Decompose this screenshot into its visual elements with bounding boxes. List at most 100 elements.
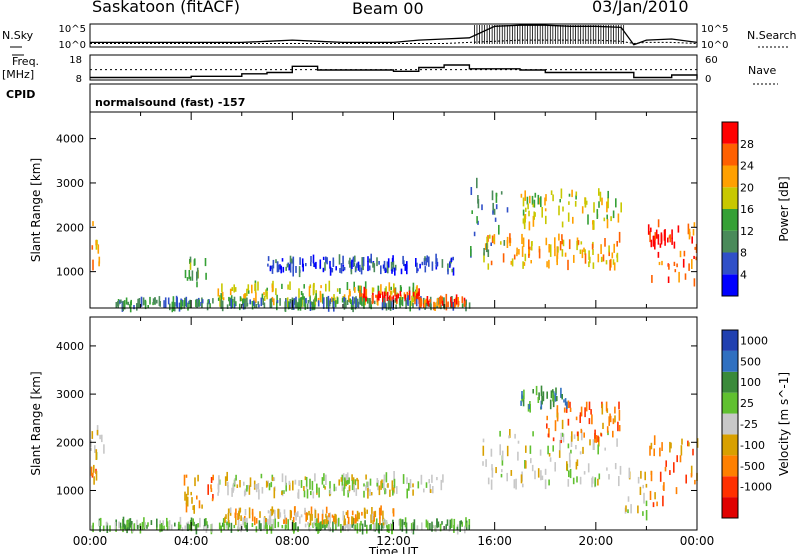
velocity-colorbar-cell xyxy=(722,371,738,393)
xtick-label: 20:00 xyxy=(579,534,614,548)
power-blob-0 xyxy=(91,221,101,271)
power-colorbar-tick: 20 xyxy=(740,181,754,194)
nave-tick-bottom: 0 xyxy=(705,74,711,85)
velocity-colorbar-cell xyxy=(722,350,738,372)
power-blob-10 xyxy=(649,219,698,287)
power-colorbar-cell xyxy=(722,187,738,209)
date-label: 03/Jan/2010 xyxy=(592,0,689,16)
power-blob-2 xyxy=(267,253,455,278)
freq-panel-frame xyxy=(89,54,698,81)
nave-label: Nave xyxy=(748,64,777,77)
nsky-label: N.Sky xyxy=(2,29,34,42)
xtick-label: 12:00 xyxy=(376,534,411,548)
power-panel-frame xyxy=(89,111,698,309)
power-blob-11 xyxy=(647,224,673,248)
velocity-colorbar-cell xyxy=(722,392,738,414)
nsky-tick-bottom: 10^0 xyxy=(59,40,86,51)
nave-tick-top: 60 xyxy=(705,55,718,66)
velocity-colorbar-tick: 1000 xyxy=(740,334,768,347)
nsky-series-1 xyxy=(90,39,698,45)
power-blob-8 xyxy=(520,188,622,231)
power-blob-5 xyxy=(115,295,471,313)
velocity-blob-1 xyxy=(90,464,98,485)
velocity-colorbar-tick: 100 xyxy=(740,376,761,389)
velocity-ytick-label: 2000 xyxy=(56,436,84,449)
velocity-colorbar-tick: -500 xyxy=(740,460,765,473)
power-colorbar-cell xyxy=(722,274,738,296)
power-ytick-label: 2000 xyxy=(56,221,84,234)
power-colorbar-tick: 16 xyxy=(740,203,754,216)
power-blob-1 xyxy=(184,256,207,288)
power-colorbar-cell xyxy=(722,165,738,188)
power-colorbar-cell xyxy=(722,230,738,253)
station-title: Saskatoon (fitACF) xyxy=(92,0,241,16)
nsky-series-0 xyxy=(90,24,698,46)
power-colorbar-tick: 12 xyxy=(740,225,754,238)
power-blob-7 xyxy=(483,231,621,271)
velocity-blob-7 xyxy=(546,400,621,444)
velocity-colorbar-cell xyxy=(722,330,738,351)
power-colorbar-tick: 24 xyxy=(740,160,754,173)
nsearch-label: N.Search xyxy=(747,29,797,42)
power-blob-9 xyxy=(470,177,509,258)
freq-tick-top: 18 xyxy=(69,55,82,66)
cpid-text: normalsound (fast) -157 xyxy=(95,96,246,109)
velocity-colorbar-cell xyxy=(722,455,738,477)
velocity-panel-frame xyxy=(89,316,698,531)
power-colorbar-label: Power [dB] xyxy=(777,176,791,241)
velocity-colorbar-tick: 25 xyxy=(740,397,754,410)
xtick-label: 16:00 xyxy=(477,534,512,548)
velocity-colorbar-tick: -1000 xyxy=(740,481,772,494)
xtick-label: 08:00 xyxy=(275,534,310,548)
velocity-ylabel: Slant Range [km] xyxy=(29,371,43,475)
nsky-panel-frame xyxy=(89,23,698,48)
freq-unit-label: [MHz] xyxy=(2,68,35,81)
beam-label: Beam 00 xyxy=(352,0,424,18)
power-colorbar-frame xyxy=(721,121,739,297)
freq-label: Freq. xyxy=(12,55,40,68)
velocity-blob-5 xyxy=(224,505,395,526)
nsearch-tick-bottom: 10^0 xyxy=(701,40,728,51)
power-colorbar-cell xyxy=(722,209,738,231)
power-ylabel: Slant Range [km] xyxy=(29,158,43,262)
velocity-blob-0 xyxy=(90,425,105,460)
power-ytick-label: 3000 xyxy=(56,177,84,190)
velocity-colorbar-tick: 500 xyxy=(740,355,761,368)
freq-series xyxy=(90,64,698,79)
power-colorbar-tick: 4 xyxy=(740,268,747,281)
velocity-blob-10 xyxy=(624,467,648,521)
power-ytick-label: 1000 xyxy=(56,266,84,279)
velocity-blob-9 xyxy=(649,435,699,508)
power-blob-6 xyxy=(419,293,466,311)
cpid-label: CPID xyxy=(6,88,36,101)
cpid-panel-frame xyxy=(89,83,698,113)
velocity-colorbar-frame xyxy=(721,329,739,519)
nsearch-tick-top: 10^5 xyxy=(701,24,728,35)
xtick-label: 00:00 xyxy=(680,534,715,548)
velocity-ytick-label: 4000 xyxy=(56,340,84,353)
xlabel: Time UT xyxy=(368,545,419,554)
velocity-colorbar-label: Velocity [m s^-1] xyxy=(777,372,791,476)
velocity-colorbar-cell xyxy=(722,497,738,518)
velocity-blob-8 xyxy=(520,385,568,413)
power-colorbar-tick: 28 xyxy=(740,138,754,151)
velocity-colorbar-tick: -100 xyxy=(740,439,765,452)
freq-tick-bottom: 8 xyxy=(76,74,82,85)
nsky-tick-top: 10^5 xyxy=(59,24,86,35)
power-colorbar-cell xyxy=(722,143,738,166)
velocity-blob-3 xyxy=(217,471,444,500)
xtick-label: 04:00 xyxy=(174,534,209,548)
velocity-colorbar-cell xyxy=(722,434,738,456)
xtick-label: 00:00 xyxy=(73,534,108,548)
power-colorbar-tick: 8 xyxy=(740,247,747,260)
velocity-blob-6 xyxy=(482,429,622,490)
velocity-blob-4 xyxy=(91,516,471,535)
velocity-colorbar-cell xyxy=(722,476,738,498)
power-colorbar-cell xyxy=(722,122,738,144)
power-colorbar-cell xyxy=(722,252,738,275)
velocity-ytick-label: 1000 xyxy=(56,484,84,497)
power-ytick-label: 4000 xyxy=(56,133,84,146)
velocity-ytick-label: 3000 xyxy=(56,388,84,401)
velocity-colorbar-tick: -25 xyxy=(740,418,758,431)
